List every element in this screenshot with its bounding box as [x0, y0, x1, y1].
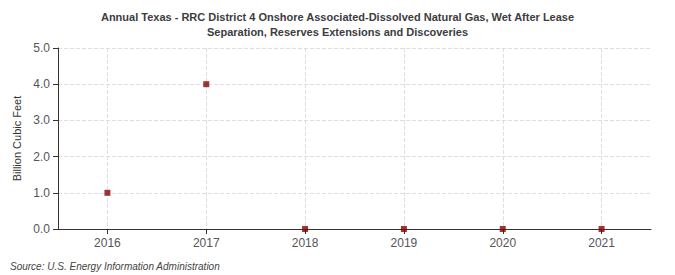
svg-text:Annual Texas - RRC District 4: Annual Texas - RRC District 4 Onshore As… — [101, 11, 574, 23]
svg-text:3.0: 3.0 — [33, 113, 50, 127]
svg-text:2019: 2019 — [391, 236, 418, 250]
svg-text:4.0: 4.0 — [33, 77, 50, 91]
svg-text:5.0: 5.0 — [33, 41, 50, 55]
svg-text:Billion Cubic Feet: Billion Cubic Feet — [11, 96, 23, 182]
svg-text:0.0: 0.0 — [33, 222, 50, 236]
svg-text:2016: 2016 — [94, 236, 121, 250]
svg-text:2020: 2020 — [489, 236, 516, 250]
svg-text:Source: U.S. Energy Informatio: Source: U.S. Energy Information Administ… — [10, 261, 220, 272]
svg-text:2.0: 2.0 — [33, 150, 50, 164]
svg-text:1.0: 1.0 — [33, 186, 50, 200]
svg-text:2017: 2017 — [193, 236, 220, 250]
svg-text:2021: 2021 — [588, 236, 615, 250]
svg-text:2018: 2018 — [292, 236, 319, 250]
svg-text:Separation, Reserves Extension: Separation, Reserves Extensions and Disc… — [207, 26, 468, 38]
